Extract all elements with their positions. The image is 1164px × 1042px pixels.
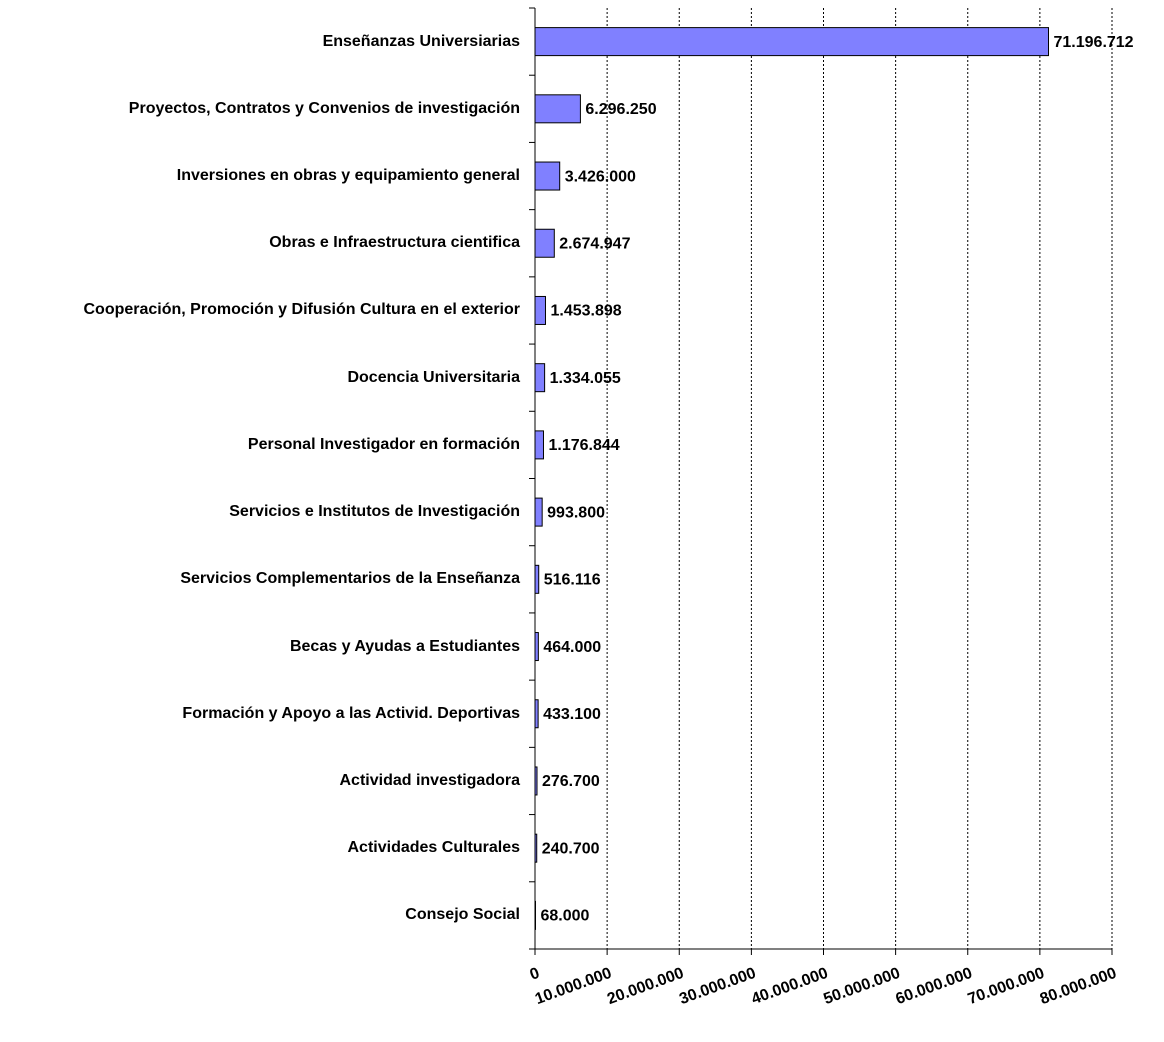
value-label: 464.000: [543, 639, 601, 656]
value-label: 71.196.712: [1054, 34, 1134, 51]
value-label: 516.116: [544, 572, 601, 589]
bar: [534, 94, 581, 124]
y-tick-label: Actividades Culturales: [347, 839, 521, 857]
bar: [534, 497, 543, 527]
bar: [534, 833, 538, 863]
bar: [534, 27, 1050, 57]
y-tick-label: Becas y Ayudas a Estudiantes: [289, 637, 520, 655]
value-label: 6.296.250: [585, 101, 656, 118]
bar: [534, 295, 546, 325]
bar: [534, 161, 561, 191]
y-tick-label: Inversiones en obras y equipamiento gene…: [176, 167, 520, 185]
value-label: 993.800: [547, 504, 605, 521]
x-tick-label: 80.000.000: [1038, 965, 1119, 1008]
value-label: 240.700: [542, 840, 600, 857]
value-label: 68.000: [540, 908, 589, 925]
bar: [534, 632, 539, 662]
x-tick-label: 0: [528, 965, 542, 984]
value-label: 1.334.055: [550, 370, 621, 387]
x-tick-label: 70.000.000: [966, 965, 1047, 1008]
y-tick-label: Actividad investigadora: [339, 771, 521, 789]
y-tick-label: Formación y Apoyo a las Activid. Deporti…: [182, 704, 520, 722]
y-tick-label: Enseñanzas Universiarias: [322, 32, 520, 50]
y-tick-label: Servicios Complementarios de la Enseñanz…: [180, 570, 520, 588]
bar: [534, 699, 539, 729]
bar: [534, 228, 555, 258]
value-label: 3.426.000: [565, 168, 636, 185]
value-label: 2.674.947: [559, 235, 630, 252]
y-tick-label: Servicios e Institutos de Investigación: [229, 503, 520, 521]
value-label: 433.100: [543, 706, 601, 723]
bar: [534, 430, 544, 460]
x-tick-label: 30.000.000: [677, 965, 758, 1008]
y-tick-label: Proyectos, Contratos y Convenios de inve…: [128, 99, 520, 117]
bar: [534, 564, 540, 594]
value-label: 1.453.898: [550, 303, 621, 320]
bar: [534, 766, 538, 796]
x-tick-label: 40.000.000: [749, 965, 830, 1008]
y-tick-label: Docencia Universitaria: [347, 368, 520, 386]
bar: [534, 363, 546, 393]
y-tick-label: Personal Investigador en formación: [247, 435, 520, 453]
y-tick-label: Obras e Infraestructura cientifica: [269, 234, 520, 252]
y-tick-label: Consejo Social: [405, 906, 520, 924]
y-tick-label: Cooperación, Promoción y Difusión Cultur…: [83, 301, 520, 319]
x-tick-label: 50.000.000: [821, 965, 902, 1008]
x-tick-label: 20.000.000: [605, 965, 686, 1008]
x-tick-label: 60.000.000: [893, 965, 974, 1008]
x-tick-label: 10.000.000: [533, 965, 614, 1008]
value-label: 1.176.844: [548, 437, 619, 454]
value-label: 276.700: [542, 773, 600, 790]
